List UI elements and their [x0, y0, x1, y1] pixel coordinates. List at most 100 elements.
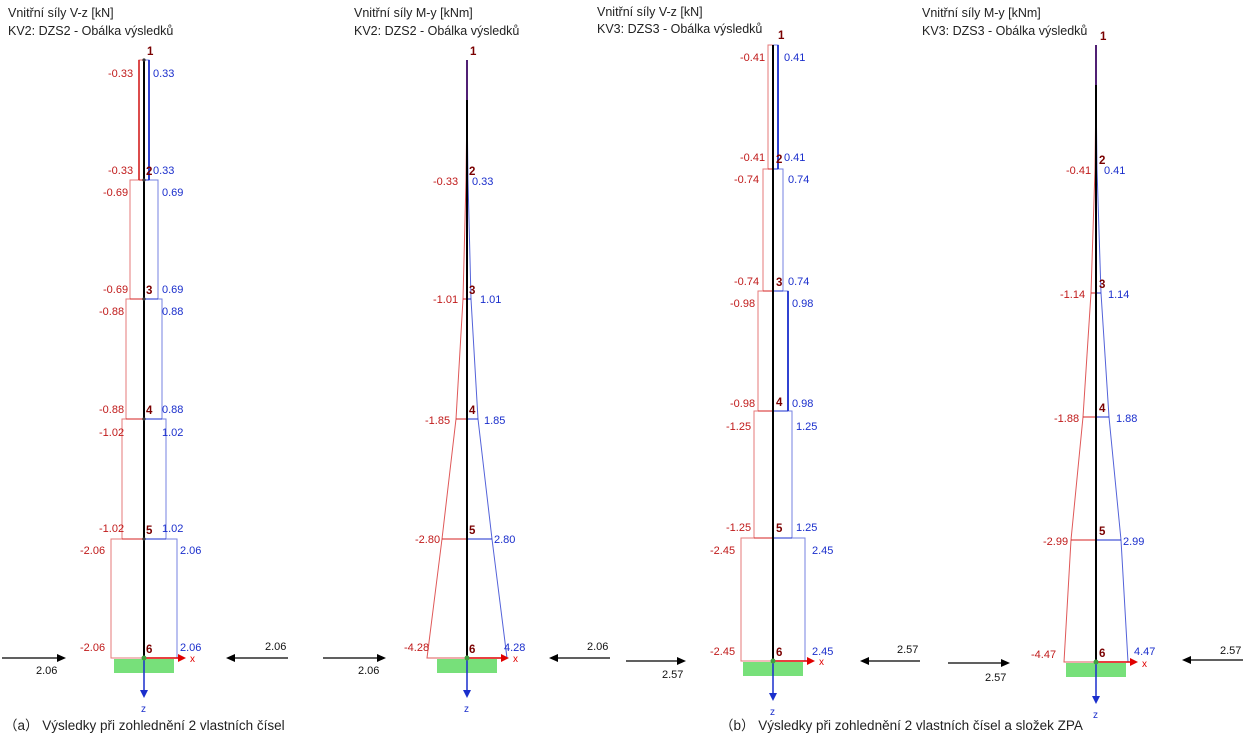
positive-value-label: 0.98	[792, 398, 813, 410]
negative-value-label: -2.99	[1043, 536, 1068, 548]
positive-value-label: 1.02	[162, 523, 183, 535]
negative-value-label: -1.02	[99, 523, 124, 535]
negative-value-label: -2.45	[710, 646, 735, 658]
node-number: 6	[146, 644, 152, 656]
positive-value-label: 0.41	[784, 152, 805, 164]
negative-value-label: -1.85	[425, 415, 450, 427]
negative-value-label: -0.41	[740, 152, 765, 164]
positive-value-label: 0.69	[162, 187, 183, 199]
node-number: 1	[778, 30, 785, 42]
negative-value-label: -1.25	[726, 421, 751, 433]
force-value-label: 2.06	[265, 641, 286, 653]
local-axes: x z	[1092, 658, 1147, 721]
positive-value-label: 0.41	[784, 52, 805, 64]
panel-title-line1: Vnitřní síly V-z [kN]	[8, 6, 114, 20]
node-number: 1	[147, 46, 154, 58]
node-number: 6	[776, 647, 782, 659]
positive-value-label: 2.80	[494, 534, 515, 546]
positive-value-label: 1.25	[796, 522, 817, 534]
node-number: 6	[469, 644, 475, 656]
caption-a: （a） Výsledky při zohlednění 2 vlastních …	[4, 718, 285, 733]
positive-value-label: 0.33	[153, 165, 174, 177]
x-axis-label: x	[513, 654, 518, 665]
z-axis-label: z	[141, 704, 146, 715]
negative-value-label: -2.06	[80, 545, 105, 557]
node-number: 1	[470, 46, 477, 58]
negative-value-label: -0.98	[730, 398, 755, 410]
force-value-label: 2.57	[662, 669, 683, 681]
node-number: 2	[469, 166, 475, 178]
z-axis-label: z	[770, 707, 775, 718]
negative-value-label: -0.33	[108, 68, 133, 80]
negative-value-label: -0.69	[103, 187, 128, 199]
positive-value-label: 1.85	[484, 415, 505, 427]
positive-value-label: 2.45	[812, 545, 833, 557]
positive-value-label: 0.33	[472, 176, 493, 188]
positive-value-label: 0.41	[1104, 165, 1125, 177]
positive-value-label: 0.69	[162, 284, 183, 296]
local-axes: x z	[463, 654, 518, 715]
positive-value-label: 1.02	[162, 427, 183, 439]
positive-value-label: 1.88	[1116, 413, 1137, 425]
negative-value-label: -0.41	[740, 52, 765, 64]
negative-envelope	[740, 44, 773, 662]
negative-value-label: -0.33	[433, 176, 458, 188]
x-axis-label: x	[190, 654, 195, 665]
negative-value-label: -1.14	[1060, 289, 1085, 301]
node-number: 2	[146, 166, 152, 178]
positive-value-label: 0.33	[153, 68, 174, 80]
positive-value-label: 0.88	[162, 306, 183, 318]
negative-value-label: -4.47	[1031, 649, 1056, 661]
node-number: 3	[469, 285, 475, 297]
negative-value-label: -1.01	[433, 294, 458, 306]
negative-value-label: -0.88	[99, 306, 124, 318]
negative-value-label: -0.33	[108, 165, 133, 177]
node-markers	[142, 58, 146, 541]
negative-value-label: -1.25	[726, 522, 751, 534]
x-axis-label: x	[1142, 659, 1147, 670]
negative-value-label: -0.69	[103, 284, 128, 296]
force-value-label: 2.57	[985, 672, 1006, 684]
panel-title-line2: KV3: DZS3 - Obálka výsledků	[922, 24, 1087, 38]
positive-envelope	[773, 44, 806, 662]
panel-moment-kv2: Vnitřní síly M-y [kNm] KV2: DZS2 - Obálk…	[354, 6, 525, 715]
positive-value-label: 2.45	[812, 646, 833, 658]
negative-envelope	[110, 59, 144, 659]
force-value-label: 2.06	[36, 665, 57, 677]
positive-value-label: 0.98	[792, 298, 813, 310]
negative-value-label: -0.88	[99, 404, 124, 416]
panel-title-line2: KV2: DZS2 - Obálka výsledků	[354, 24, 519, 38]
positive-value-label: 0.74	[788, 276, 809, 288]
negative-value-label: -1.88	[1054, 413, 1079, 425]
positive-value-label: 1.25	[796, 421, 817, 433]
panel-moment-kv3: Vnitřní síly M-y [kNm] KV3: DZS3 - Obálk…	[922, 6, 1155, 721]
node-number: 5	[469, 525, 476, 537]
node-number: 5	[1099, 526, 1106, 538]
node-number: 3	[146, 285, 152, 297]
positive-value-label: 4.47	[1134, 646, 1155, 658]
positive-value-label: 1.01	[480, 294, 501, 306]
positive-value-label: 2.06	[180, 642, 201, 654]
negative-value-label: -2.45	[710, 545, 735, 557]
node-number: 2	[776, 154, 782, 166]
panel-title-line1: Vnitřní síly M-y [kNm]	[922, 6, 1041, 20]
panel-title-line1: Vnitřní síly V-z [kN]	[597, 5, 703, 19]
positive-envelope	[1095, 45, 1129, 663]
node-number: 4	[469, 405, 476, 417]
force-value-label: 2.57	[1220, 645, 1241, 657]
node-number: 6	[1099, 648, 1105, 660]
positive-value-label: 4.28	[504, 642, 525, 654]
positive-envelope	[144, 59, 178, 659]
node-number: 3	[776, 277, 782, 289]
positive-value-label: 0.74	[788, 174, 809, 186]
negative-envelope	[426, 60, 468, 659]
positive-value-label: 2.06	[180, 545, 201, 557]
positive-value-label: 0.88	[162, 404, 183, 416]
caption-b: （b） Výsledky při zohlednění 2 vlastních …	[720, 718, 1083, 733]
x-axis-label: x	[819, 657, 824, 668]
z-axis-label: z	[1093, 710, 1098, 721]
node-number: 2	[1099, 155, 1105, 167]
negative-value-label: -0.74	[734, 174, 759, 186]
node-number: 1	[1100, 31, 1107, 43]
